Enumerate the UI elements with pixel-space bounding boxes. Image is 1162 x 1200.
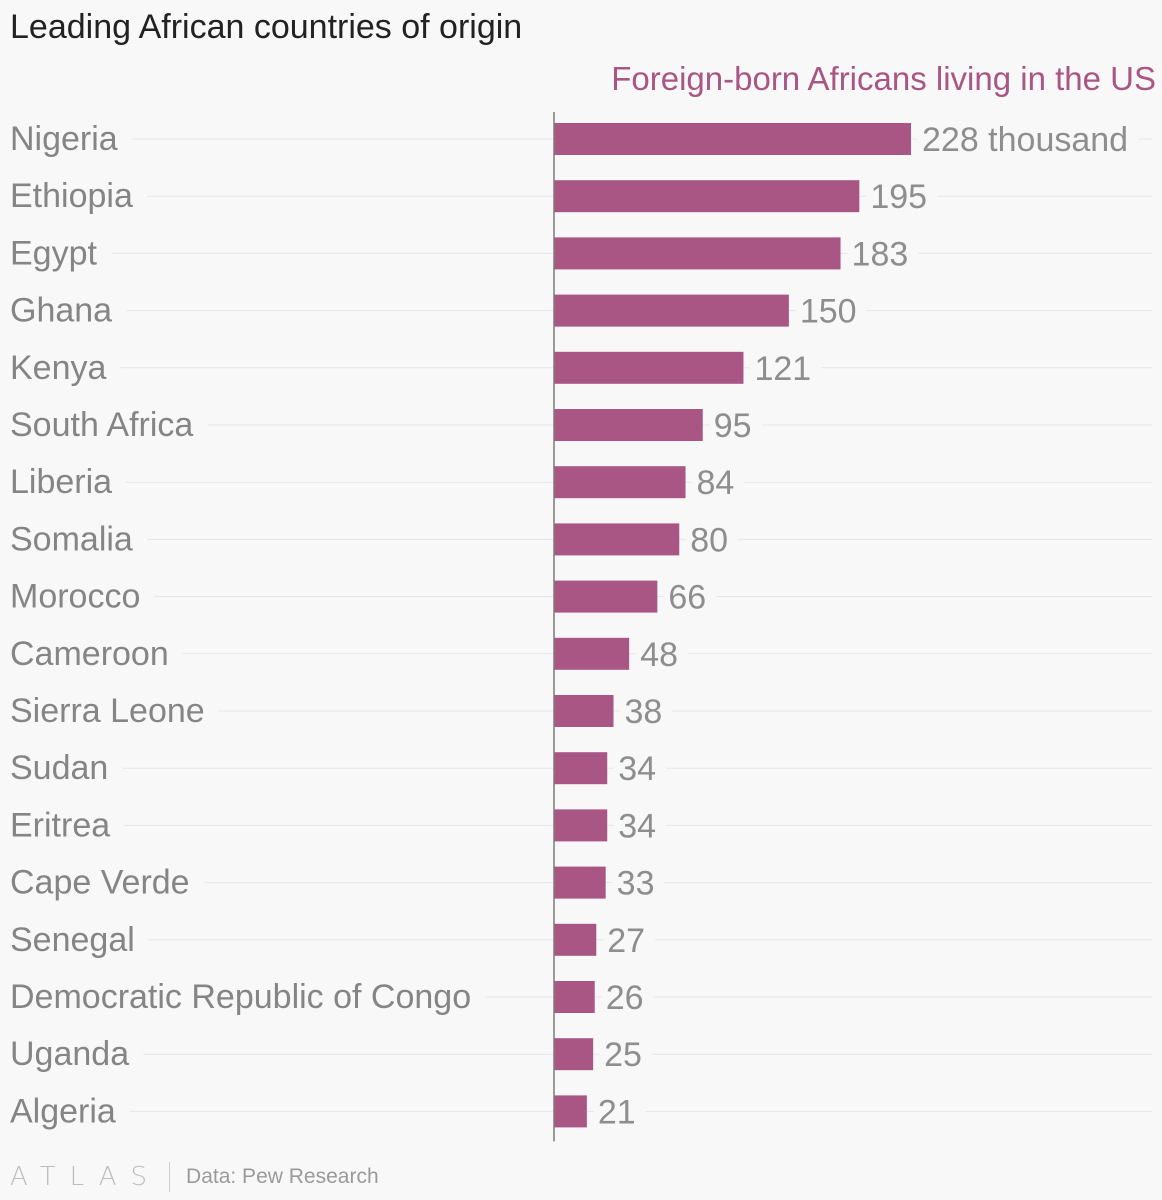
value-label: 21 xyxy=(598,1093,636,1131)
bar xyxy=(554,1095,587,1128)
category-label: Democratic Republic of Congo xyxy=(10,978,471,1016)
bar xyxy=(554,695,614,727)
category-label-background xyxy=(0,927,149,952)
value-label-background xyxy=(612,870,665,895)
category-label: Kenya xyxy=(10,349,106,387)
value-label: 66 xyxy=(668,579,706,617)
bar xyxy=(554,580,658,613)
bar xyxy=(554,1038,594,1071)
category-label: Cape Verde xyxy=(10,864,190,902)
category-label: Ghana xyxy=(10,292,112,330)
category-label-background xyxy=(0,985,486,1009)
category-label-background xyxy=(0,413,208,437)
bar xyxy=(554,809,608,842)
value-label-background xyxy=(866,184,938,209)
value-label-background xyxy=(636,641,688,666)
category-label: Nigeria xyxy=(10,120,118,158)
bar xyxy=(554,866,606,899)
category-label: Somalia xyxy=(10,520,133,558)
value-label-background xyxy=(593,1099,646,1124)
category-label: Sudan xyxy=(10,749,108,787)
value-label-background xyxy=(614,813,667,838)
value-label: 27 xyxy=(607,922,645,960)
bar xyxy=(554,409,703,441)
bar xyxy=(554,981,595,1013)
category-label: Senegal xyxy=(10,921,135,959)
value-label: 228 thousand xyxy=(922,121,1128,159)
bar xyxy=(554,523,680,556)
value-label-background xyxy=(600,1042,652,1067)
category-label-background xyxy=(0,641,183,666)
value-label-background xyxy=(847,241,919,266)
bar xyxy=(554,637,630,670)
bar xyxy=(554,351,744,384)
bar-plot: Nigeria 228 thousand Ethiopia 195 Egypt 183 Gh… xyxy=(0,112,1152,1142)
value-label-background xyxy=(603,927,656,952)
value-label-background xyxy=(692,470,745,495)
legend-series-label: Foreign-born Africans living in the US xyxy=(611,60,1156,97)
category-label: Sierra Leone xyxy=(10,692,205,730)
category-label: Eritrea xyxy=(10,806,110,844)
category-label: Liberia xyxy=(10,463,112,501)
category-label-background xyxy=(0,756,123,781)
category-label: Egypt xyxy=(10,234,97,272)
value-label: 121 xyxy=(754,350,811,388)
chart-title: Leading African countries of origin xyxy=(10,8,523,46)
category-label: Morocco xyxy=(10,578,140,616)
bar xyxy=(554,237,841,270)
value-label: 48 xyxy=(640,636,678,674)
bar xyxy=(554,923,597,956)
value-label-background xyxy=(601,985,654,1009)
category-label-background xyxy=(0,298,127,323)
value-label: 26 xyxy=(606,979,644,1017)
category-label: Cameroon xyxy=(10,635,169,673)
category-label-background xyxy=(0,699,219,723)
category-label-background xyxy=(0,870,204,895)
value-label: 33 xyxy=(617,865,655,903)
value-label: 34 xyxy=(618,807,656,845)
value-label-background xyxy=(620,699,673,723)
category-label-background xyxy=(0,584,155,609)
category-label: Uganda xyxy=(10,1035,129,1073)
category-label-background xyxy=(0,470,127,495)
category-label-background xyxy=(0,1042,144,1067)
category-label-background xyxy=(0,813,125,838)
value-label-background xyxy=(918,127,1139,151)
category-label-background xyxy=(0,527,147,552)
atlas-logo: ATLAS xyxy=(10,1162,162,1192)
category-label-background xyxy=(0,1099,130,1124)
value-label: 195 xyxy=(870,178,927,216)
bar xyxy=(554,123,911,155)
value-label-background xyxy=(614,756,667,781)
category-label: Ethiopia xyxy=(10,177,133,215)
category-label: Algeria xyxy=(10,1092,116,1130)
category-label-background xyxy=(0,355,121,380)
bar xyxy=(554,294,789,327)
category-label-background xyxy=(0,127,132,151)
category-label: South Africa xyxy=(10,406,193,444)
footer-divider xyxy=(169,1162,171,1192)
value-label: 34 xyxy=(618,750,656,788)
value-label-background xyxy=(795,298,867,323)
value-label-background xyxy=(686,527,739,552)
value-label-background xyxy=(664,584,717,609)
bar xyxy=(554,180,860,213)
value-label-background xyxy=(709,413,762,437)
category-label-background xyxy=(0,241,112,266)
value-label: 84 xyxy=(697,464,735,502)
bar xyxy=(554,466,686,499)
category-label-background xyxy=(0,184,147,209)
bar xyxy=(554,752,608,785)
value-label: 150 xyxy=(800,293,857,331)
value-label: 183 xyxy=(852,235,909,273)
source-note: Data: Pew Research xyxy=(186,1165,379,1188)
value-label: 95 xyxy=(714,407,752,445)
footer: ATLAS Data: Pew Research xyxy=(10,1162,379,1192)
value-label: 38 xyxy=(625,693,663,731)
value-label: 80 xyxy=(690,521,728,559)
value-label: 25 xyxy=(604,1036,642,1074)
value-label-background xyxy=(750,355,822,380)
